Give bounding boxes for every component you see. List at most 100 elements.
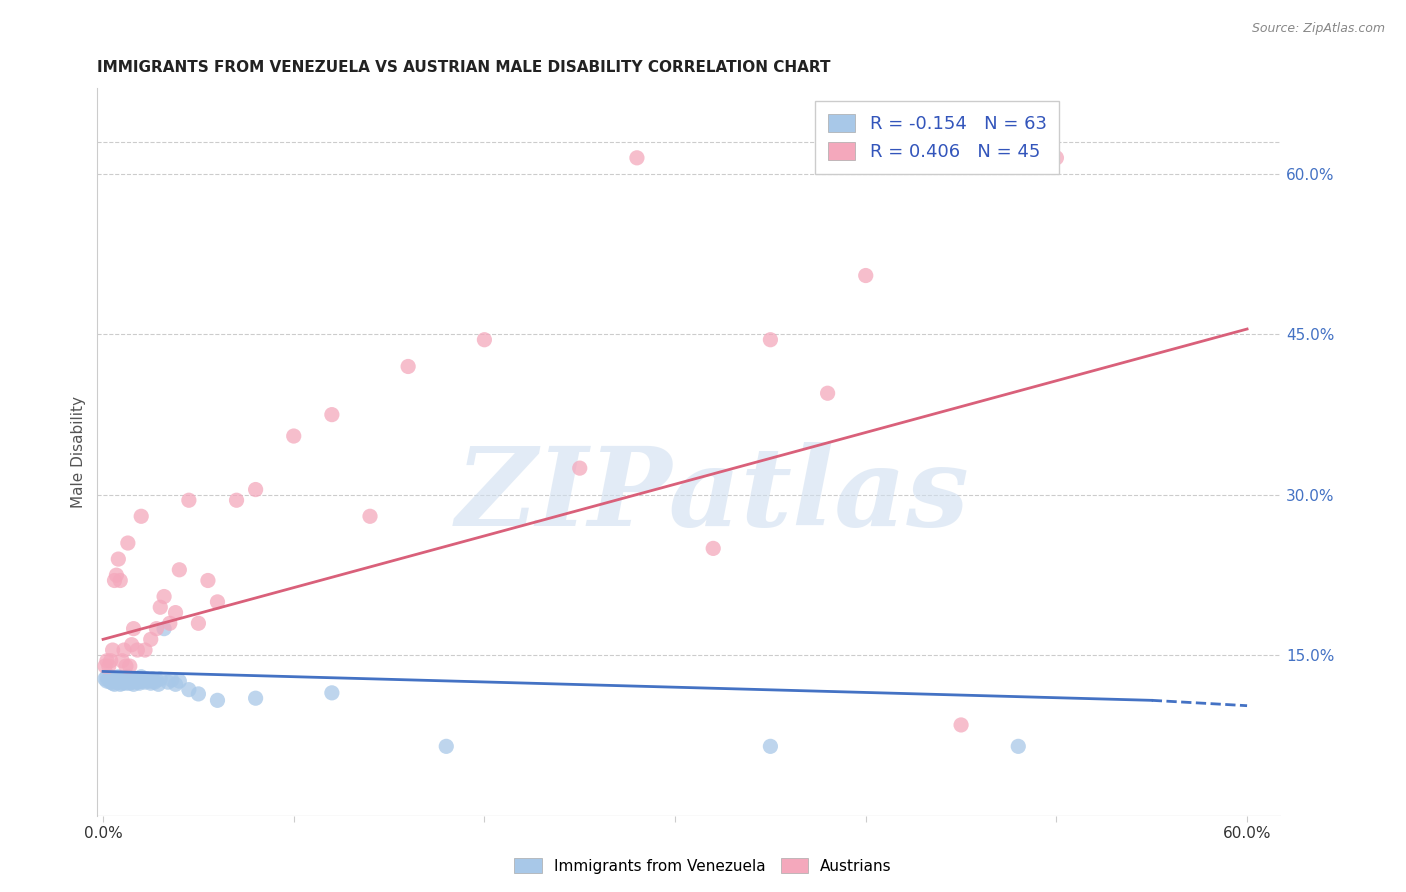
Point <box>105 674 128 689</box>
Point <box>115 659 138 673</box>
Point <box>187 616 209 631</box>
Point <box>117 536 139 550</box>
Point <box>101 643 124 657</box>
Point <box>115 676 138 690</box>
Point <box>134 675 156 690</box>
Point <box>103 677 125 691</box>
Point <box>97 659 120 673</box>
Text: Source: ZipAtlas.com: Source: ZipAtlas.com <box>1251 22 1385 36</box>
Point <box>145 622 167 636</box>
Point <box>122 677 145 691</box>
Point <box>107 670 129 684</box>
Point <box>207 693 229 707</box>
Point <box>245 483 267 497</box>
Point <box>197 574 219 588</box>
Point <box>474 333 496 347</box>
Point <box>100 670 122 684</box>
Point <box>321 686 343 700</box>
Point <box>107 552 129 566</box>
Point <box>149 672 172 686</box>
Legend: Immigrants from Venezuela, Austrians: Immigrants from Venezuela, Austrians <box>508 852 898 880</box>
Point <box>96 674 118 689</box>
Point <box>139 632 162 647</box>
Point <box>434 739 457 754</box>
Point <box>139 676 162 690</box>
Point <box>148 677 170 691</box>
Point <box>134 643 156 657</box>
Point <box>111 672 134 686</box>
Point <box>118 674 141 689</box>
Point <box>118 659 141 673</box>
Point <box>121 675 143 690</box>
Point <box>103 673 125 687</box>
Point <box>96 654 118 668</box>
Point <box>110 673 132 687</box>
Point <box>100 675 122 690</box>
Point <box>1007 739 1029 754</box>
Point <box>145 673 167 687</box>
Point <box>359 509 381 524</box>
Point <box>127 673 149 687</box>
Point <box>207 595 229 609</box>
Point <box>132 673 155 687</box>
Point <box>396 359 419 374</box>
Point <box>129 674 152 689</box>
Point <box>100 654 122 668</box>
Point <box>117 673 139 687</box>
Point <box>96 670 118 684</box>
Point <box>626 151 648 165</box>
Point <box>283 429 305 443</box>
Point <box>101 676 124 690</box>
Point <box>112 673 135 687</box>
Point <box>101 672 124 686</box>
Point <box>115 671 138 685</box>
Point <box>160 673 183 687</box>
Point <box>117 670 139 684</box>
Point <box>127 643 149 657</box>
Point <box>112 643 135 657</box>
Point <box>121 672 143 686</box>
Point <box>97 673 120 687</box>
Y-axis label: Male Disability: Male Disability <box>72 396 86 508</box>
Point <box>950 718 973 732</box>
Point <box>107 672 129 686</box>
Point <box>165 677 187 691</box>
Point <box>110 677 132 691</box>
Point <box>143 675 166 690</box>
Point <box>142 672 165 686</box>
Point <box>225 493 247 508</box>
Legend: R = -0.154   N = 63, R = 0.406   N = 45: R = -0.154 N = 63, R = 0.406 N = 45 <box>815 101 1059 174</box>
Point <box>111 674 134 689</box>
Point <box>702 541 724 556</box>
Point <box>124 674 146 689</box>
Text: ZIPatlas: ZIPatlas <box>456 442 970 549</box>
Point <box>568 461 591 475</box>
Point <box>105 672 128 686</box>
Point <box>110 574 132 588</box>
Point <box>124 672 146 686</box>
Point <box>1045 151 1067 165</box>
Text: IMMIGRANTS FROM VENEZUELA VS AUSTRIAN MALE DISABILITY CORRELATION CHART: IMMIGRANTS FROM VENEZUELA VS AUSTRIAN MA… <box>97 60 831 75</box>
Point <box>118 676 141 690</box>
Point <box>149 600 172 615</box>
Point <box>107 675 129 690</box>
Point <box>111 654 134 668</box>
Point <box>94 672 117 686</box>
Point <box>129 670 152 684</box>
Point <box>855 268 877 283</box>
Point <box>153 622 176 636</box>
Point <box>122 673 145 687</box>
Point <box>177 682 200 697</box>
Point <box>135 672 157 686</box>
Point <box>112 675 135 690</box>
Point <box>187 687 209 701</box>
Point <box>759 739 782 754</box>
Point <box>177 493 200 508</box>
Point <box>103 574 125 588</box>
Point <box>122 622 145 636</box>
Point <box>94 659 117 673</box>
Point <box>105 568 128 582</box>
Point <box>138 674 160 689</box>
Point <box>129 509 152 524</box>
Point <box>101 674 124 689</box>
